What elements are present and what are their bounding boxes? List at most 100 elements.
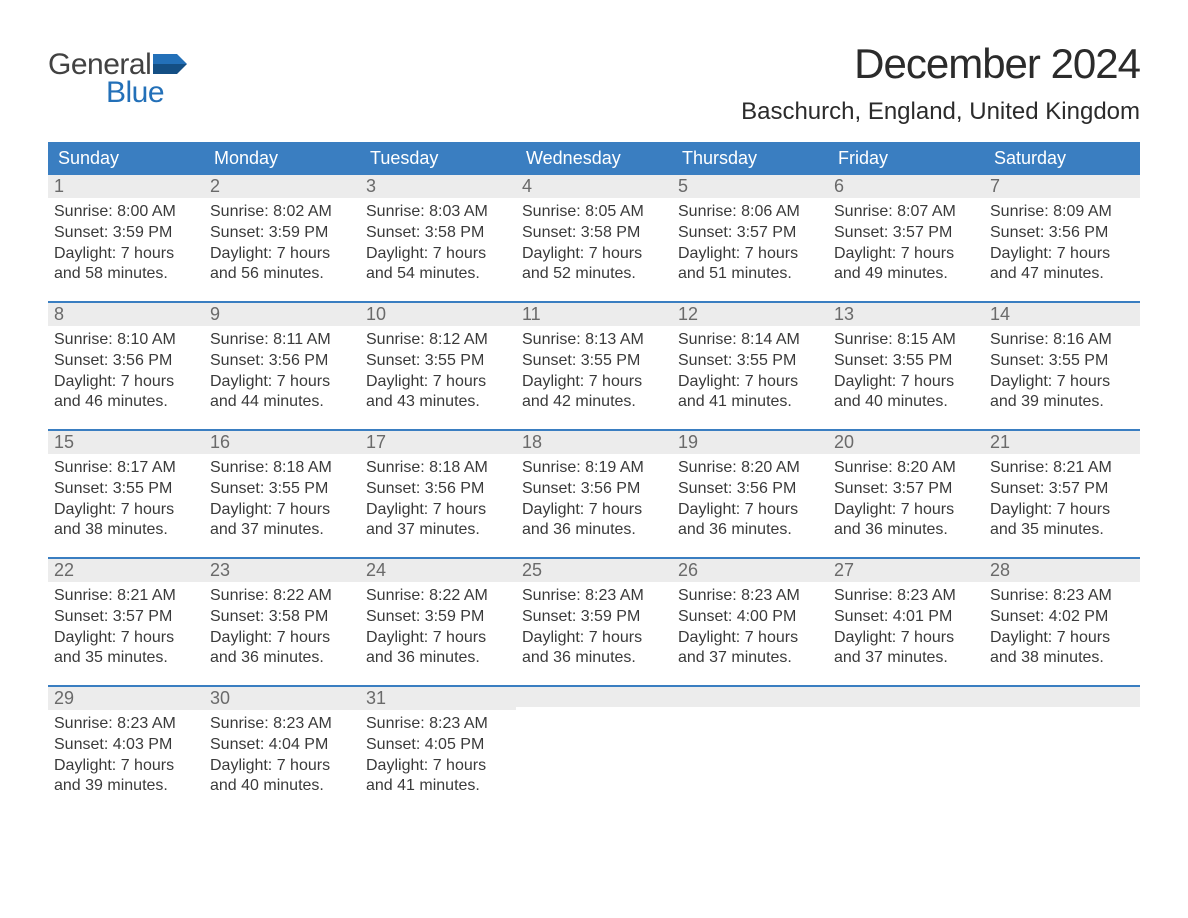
daylight-line-2: and 35 minutes. xyxy=(990,520,1134,541)
sunset-line: Sunset: 3:58 PM xyxy=(522,223,666,244)
sunrise-value: 8:23 AM xyxy=(897,587,956,604)
sunset-line: Sunset: 3:59 PM xyxy=(522,607,666,628)
sunset-label: Sunset: xyxy=(210,736,269,753)
daylight-line-2: and 47 minutes. xyxy=(990,264,1134,285)
sunset-line: Sunset: 3:57 PM xyxy=(678,223,822,244)
day-cell: 22Sunrise: 8:21 AMSunset: 3:57 PMDayligh… xyxy=(48,559,204,685)
sunrise-line: Sunrise: 8:21 AM xyxy=(990,458,1134,479)
daylight-line-2: and 58 minutes. xyxy=(54,264,198,285)
daylight-line-2: and 43 minutes. xyxy=(366,392,510,413)
sunrise-value: 8:23 AM xyxy=(117,715,176,732)
sunrise-label: Sunrise: xyxy=(522,203,585,220)
day-body: Sunrise: 8:09 AMSunset: 3:56 PMDaylight:… xyxy=(984,198,1140,285)
sunrise-line: Sunrise: 8:20 AM xyxy=(834,458,978,479)
daylight-line-2: and 49 minutes. xyxy=(834,264,978,285)
sunset-line: Sunset: 3:55 PM xyxy=(678,351,822,372)
sunset-label: Sunset: xyxy=(210,608,269,625)
sunset-line: Sunset: 3:57 PM xyxy=(834,479,978,500)
sunset-value: 3:56 PM xyxy=(113,352,173,369)
month-title: December 2024 xyxy=(741,40,1140,88)
daylight-line-1: Daylight: 7 hours xyxy=(990,500,1134,521)
sunset-line: Sunset: 4:04 PM xyxy=(210,735,354,756)
calendar: SundayMondayTuesdayWednesdayThursdayFrid… xyxy=(48,142,1140,813)
sunset-label: Sunset: xyxy=(834,352,893,369)
sunrise-label: Sunrise: xyxy=(990,331,1053,348)
sunrise-line: Sunrise: 8:12 AM xyxy=(366,330,510,351)
day-body: Sunrise: 8:02 AMSunset: 3:59 PMDaylight:… xyxy=(204,198,360,285)
sunset-line: Sunset: 3:56 PM xyxy=(210,351,354,372)
daylight-line-1: Daylight: 7 hours xyxy=(54,500,198,521)
logo-word-blue: Blue xyxy=(106,76,164,110)
weekday-header: Monday xyxy=(204,142,360,175)
sunset-label: Sunset: xyxy=(54,224,113,241)
sunrise-label: Sunrise: xyxy=(834,459,897,476)
weekday-header-row: SundayMondayTuesdayWednesdayThursdayFrid… xyxy=(48,142,1140,175)
sunrise-label: Sunrise: xyxy=(678,331,741,348)
daylight-line-1: Daylight: 7 hours xyxy=(678,628,822,649)
day-number: 25 xyxy=(522,560,542,580)
sunrise-value: 8:23 AM xyxy=(273,715,332,732)
sunset-value: 3:56 PM xyxy=(1049,224,1109,241)
day-number: 8 xyxy=(54,304,64,324)
sunset-value: 3:55 PM xyxy=(893,352,953,369)
day-cell: 19Sunrise: 8:20 AMSunset: 3:56 PMDayligh… xyxy=(672,431,828,557)
day-cell: 4Sunrise: 8:05 AMSunset: 3:58 PMDaylight… xyxy=(516,175,672,301)
day-body: Sunrise: 8:14 AMSunset: 3:55 PMDaylight:… xyxy=(672,326,828,413)
sunset-label: Sunset: xyxy=(54,352,113,369)
day-number: 22 xyxy=(54,560,74,580)
day-number-row: 30 xyxy=(204,687,360,710)
sunset-value: 4:03 PM xyxy=(113,736,173,753)
sunset-label: Sunset: xyxy=(678,480,737,497)
daylight-line-2: and 40 minutes. xyxy=(210,776,354,797)
daylight-line-1: Daylight: 7 hours xyxy=(834,628,978,649)
title-block: December 2024 Baschurch, England, United… xyxy=(741,40,1140,126)
day-cell: 28Sunrise: 8:23 AMSunset: 4:02 PMDayligh… xyxy=(984,559,1140,685)
day-number-row: 18 xyxy=(516,431,672,454)
sunset-label: Sunset: xyxy=(834,224,893,241)
sunset-value: 3:55 PM xyxy=(269,480,329,497)
day-number: 1 xyxy=(54,176,64,196)
daylight-line-2: and 46 minutes. xyxy=(54,392,198,413)
sunset-value: 3:56 PM xyxy=(269,352,329,369)
daylight-line-2: and 44 minutes. xyxy=(210,392,354,413)
day-number-row-empty xyxy=(516,687,672,707)
daylight-line-2: and 51 minutes. xyxy=(678,264,822,285)
sunset-label: Sunset: xyxy=(366,736,425,753)
day-number-row: 16 xyxy=(204,431,360,454)
daylight-line-2: and 39 minutes. xyxy=(990,392,1134,413)
sunrise-label: Sunrise: xyxy=(522,331,585,348)
daylight-line-2: and 39 minutes. xyxy=(54,776,198,797)
sunrise-value: 8:19 AM xyxy=(585,459,644,476)
daylight-line-1: Daylight: 7 hours xyxy=(54,244,198,265)
sunrise-value: 8:00 AM xyxy=(117,203,176,220)
sunset-label: Sunset: xyxy=(522,608,581,625)
sunset-value: 3:57 PM xyxy=(893,480,953,497)
daylight-line-2: and 37 minutes. xyxy=(834,648,978,669)
daylight-line-2: and 37 minutes. xyxy=(678,648,822,669)
day-number-row: 14 xyxy=(984,303,1140,326)
sunrise-line: Sunrise: 8:22 AM xyxy=(366,586,510,607)
day-number: 18 xyxy=(522,432,542,452)
sunrise-label: Sunrise: xyxy=(678,459,741,476)
day-body: Sunrise: 8:21 AMSunset: 3:57 PMDaylight:… xyxy=(48,582,204,669)
daylight-line-1: Daylight: 7 hours xyxy=(54,372,198,393)
daylight-line-1: Daylight: 7 hours xyxy=(54,628,198,649)
day-number-row: 19 xyxy=(672,431,828,454)
sunset-value: 3:58 PM xyxy=(425,224,485,241)
daylight-line-2: and 42 minutes. xyxy=(522,392,666,413)
day-number: 20 xyxy=(834,432,854,452)
daylight-line-2: and 56 minutes. xyxy=(210,264,354,285)
day-body: Sunrise: 8:23 AMSunset: 4:02 PMDaylight:… xyxy=(984,582,1140,669)
sunset-label: Sunset: xyxy=(990,224,1049,241)
day-number-row: 24 xyxy=(360,559,516,582)
day-number: 16 xyxy=(210,432,230,452)
location-subtitle: Baschurch, England, United Kingdom xyxy=(741,98,1140,126)
daylight-line-1: Daylight: 7 hours xyxy=(366,500,510,521)
sunset-value: 4:00 PM xyxy=(737,608,797,625)
sunset-label: Sunset: xyxy=(54,480,113,497)
day-cell: 30Sunrise: 8:23 AMSunset: 4:04 PMDayligh… xyxy=(204,687,360,813)
day-number: 17 xyxy=(366,432,386,452)
sunset-value: 3:59 PM xyxy=(113,224,173,241)
day-cell: 25Sunrise: 8:23 AMSunset: 3:59 PMDayligh… xyxy=(516,559,672,685)
day-number-row: 26 xyxy=(672,559,828,582)
